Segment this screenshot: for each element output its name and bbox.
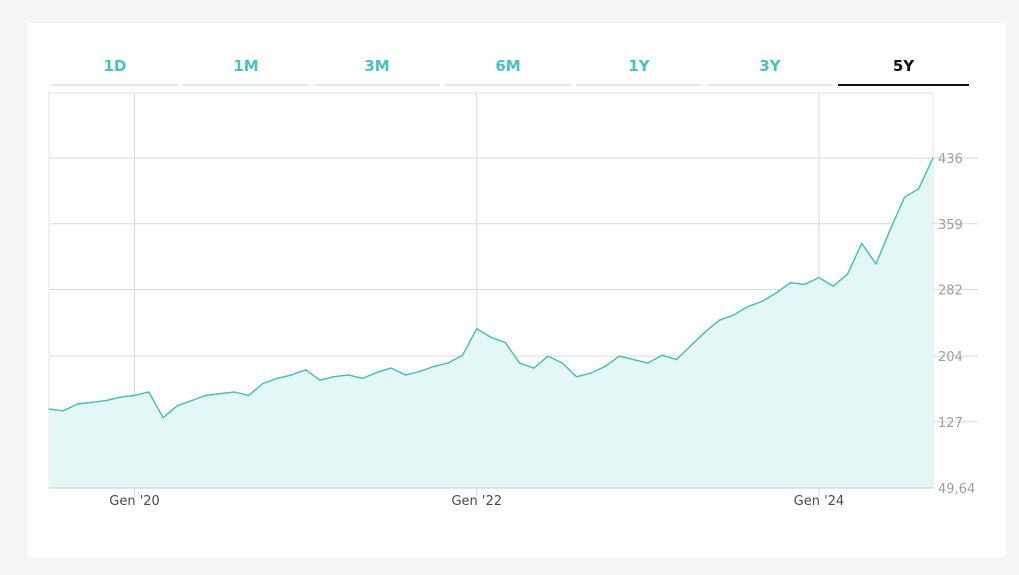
data-point xyxy=(62,410,65,412)
data-point xyxy=(76,403,79,405)
data-point xyxy=(590,372,592,375)
tab-5y[interactable]: 5Y xyxy=(838,48,969,86)
data-point xyxy=(689,345,692,347)
tab-3m[interactable]: 3M xyxy=(314,48,440,86)
data-point xyxy=(404,374,407,376)
tab-3y[interactable]: 3Y xyxy=(707,48,833,86)
y-tick-label: 49,64 xyxy=(938,482,975,497)
data-point xyxy=(90,401,93,404)
data-point xyxy=(233,391,236,393)
data-point xyxy=(675,358,678,361)
data-point xyxy=(290,374,293,376)
data-point xyxy=(561,362,564,364)
data-point xyxy=(903,196,906,199)
data-point xyxy=(319,379,321,381)
data-point xyxy=(632,358,635,361)
data-point xyxy=(490,336,492,339)
data-point xyxy=(732,314,735,316)
data-point xyxy=(575,375,578,378)
tab-6m[interactable]: 6M xyxy=(445,48,571,86)
data-point xyxy=(433,365,435,368)
data-point xyxy=(932,157,934,159)
data-point xyxy=(461,354,464,357)
data-point xyxy=(761,300,763,303)
x-tick-label: Gen '20 xyxy=(109,494,160,509)
data-point xyxy=(875,263,877,265)
x-tick-label: Gen '22 xyxy=(451,494,502,509)
data-point xyxy=(661,354,663,357)
data-point xyxy=(148,391,150,393)
data-point xyxy=(504,341,507,344)
data-point xyxy=(803,283,806,286)
y-tick-label: 436 xyxy=(938,152,963,167)
period-tabs: 1D 1M 3M 6M 1Y 3Y 5Y xyxy=(52,48,969,86)
y-tick-label: 282 xyxy=(938,284,963,299)
data-point xyxy=(547,355,549,357)
data-point xyxy=(889,228,892,231)
data-point xyxy=(105,399,107,402)
data-point xyxy=(447,362,450,364)
data-point xyxy=(418,370,421,373)
series-area xyxy=(49,158,933,488)
data-point xyxy=(718,319,720,322)
data-point xyxy=(219,392,221,395)
data-point xyxy=(518,362,521,364)
data-point xyxy=(347,374,350,376)
data-point xyxy=(361,377,364,380)
data-point xyxy=(190,399,193,402)
tab-1d[interactable]: 1D xyxy=(52,48,178,86)
data-point xyxy=(746,305,749,308)
data-point xyxy=(846,273,849,275)
y-tick-label: 127 xyxy=(938,416,963,431)
data-point xyxy=(532,367,535,369)
data-point xyxy=(818,276,820,279)
tab-1y[interactable]: 1Y xyxy=(576,48,702,86)
y-tick-label: 359 xyxy=(938,218,963,233)
data-point xyxy=(917,187,920,190)
data-point xyxy=(618,355,621,357)
data-point xyxy=(205,394,207,397)
data-point xyxy=(604,365,606,368)
data-point xyxy=(860,242,863,245)
data-point xyxy=(475,328,478,330)
data-point xyxy=(333,375,335,378)
tab-1m[interactable]: 1M xyxy=(183,48,309,86)
data-point xyxy=(647,362,649,364)
data-point xyxy=(832,285,834,287)
data-point xyxy=(48,408,50,410)
data-point xyxy=(119,396,122,398)
x-tick-label: Gen '24 xyxy=(794,494,845,509)
data-point xyxy=(789,281,792,284)
data-point xyxy=(775,292,777,294)
data-point xyxy=(276,377,278,380)
data-point xyxy=(133,394,136,397)
data-point xyxy=(176,404,179,407)
data-point xyxy=(304,369,307,371)
data-point xyxy=(390,367,392,369)
data-point xyxy=(376,371,378,374)
data-point xyxy=(262,382,264,385)
y-tick-label: 204 xyxy=(938,350,963,365)
data-point xyxy=(247,394,250,397)
data-point xyxy=(704,331,706,334)
data-point xyxy=(162,416,164,419)
